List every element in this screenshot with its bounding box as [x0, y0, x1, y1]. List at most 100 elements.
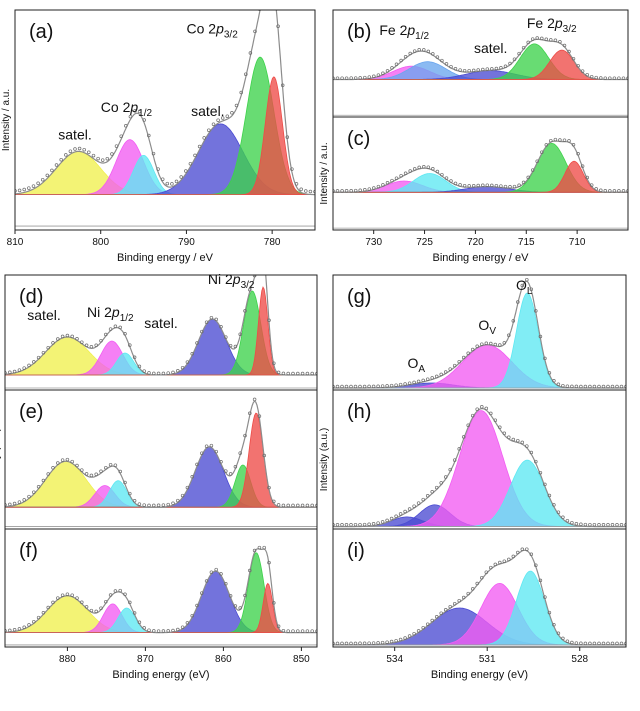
data-point	[41, 478, 46, 483]
data-point	[36, 485, 41, 489]
annotation: satel.	[58, 127, 91, 143]
data-point	[128, 491, 132, 496]
plot-area-b	[333, 36, 628, 116]
data-point	[412, 504, 416, 508]
data-point	[394, 176, 399, 180]
data-point	[512, 57, 517, 61]
data-point	[489, 565, 493, 570]
data-point	[214, 317, 218, 322]
data-point	[152, 503, 156, 508]
data-point	[180, 365, 185, 370]
panel-a: 810 800 790 780 Binding energy / eV Intensity…	[1, 9, 316, 264]
data-point	[543, 595, 547, 599]
data-point	[565, 639, 570, 643]
plot-area-c	[333, 137, 628, 229]
data-point	[51, 466, 55, 470]
data-point	[272, 499, 276, 504]
data-point	[516, 300, 520, 304]
data-point	[547, 610, 552, 615]
data-point	[430, 618, 434, 623]
data-point	[310, 371, 314, 376]
data-point	[403, 636, 407, 640]
annotation-text: Ni 2	[87, 304, 112, 320]
data-point	[376, 73, 381, 77]
data-point	[335, 523, 340, 527]
annotation: satel.	[191, 103, 224, 119]
data-point	[562, 43, 567, 48]
data-point	[51, 600, 55, 605]
data-point	[353, 76, 358, 80]
data-point	[291, 503, 295, 508]
data-point	[574, 384, 579, 389]
data-point	[621, 76, 626, 80]
panel-e: Intensity (a.u.) (e)	[0, 389, 318, 530]
data-point	[376, 641, 380, 645]
data-point	[32, 360, 36, 364]
data-point	[118, 469, 122, 474]
data-point	[511, 437, 516, 442]
data-point	[209, 570, 214, 574]
data-point	[421, 497, 425, 502]
data-point	[358, 76, 362, 80]
envelope-f	[5, 548, 317, 634]
data-point	[394, 514, 398, 519]
data-point	[610, 384, 615, 389]
data-point	[358, 522, 362, 527]
data-point	[362, 641, 367, 646]
plot-area-e	[5, 397, 317, 527]
data-point	[137, 502, 142, 506]
data-point	[389, 639, 394, 644]
data-point	[56, 461, 60, 465]
data-point	[248, 568, 252, 573]
data-point	[73, 147, 77, 151]
annotation-text: O	[407, 355, 418, 371]
data-point	[403, 509, 407, 514]
annotation-subscript: 3/2	[563, 24, 577, 35]
data-point	[133, 109, 137, 113]
data-point	[200, 451, 204, 455]
data-point	[376, 384, 380, 389]
data-point	[561, 383, 565, 388]
annotation: satel.	[27, 307, 60, 323]
data-point	[556, 510, 561, 514]
x-axis-label-c: Binding energy / eV	[432, 252, 529, 264]
data-point	[124, 124, 128, 128]
data-point	[276, 370, 281, 375]
data-point	[570, 520, 574, 525]
data-point	[257, 545, 262, 550]
panel-label-d: (d)	[19, 286, 43, 308]
plot-area-h	[333, 405, 626, 528]
data-point	[285, 135, 290, 139]
data-point	[128, 600, 132, 605]
data-point	[538, 578, 543, 583]
data-point	[381, 71, 385, 76]
data-point	[574, 641, 579, 645]
data-point	[5, 503, 7, 507]
data-point	[498, 425, 502, 430]
data-point	[353, 641, 358, 646]
data-point	[267, 560, 271, 565]
data-point	[56, 596, 60, 600]
data-point	[82, 147, 86, 152]
data-point	[394, 638, 398, 643]
data-point	[521, 180, 526, 185]
data-point	[481, 67, 485, 72]
data-point	[412, 49, 417, 53]
data-point	[493, 562, 498, 567]
data-point	[220, 116, 225, 120]
data-point	[75, 596, 79, 600]
data-point	[372, 186, 376, 190]
data-point	[439, 481, 443, 485]
data-point	[160, 177, 165, 181]
data-point	[276, 624, 281, 629]
x-tick-label: 880	[59, 654, 76, 665]
data-point	[185, 485, 190, 490]
plot-area-d	[5, 275, 317, 389]
annotation-text: O	[516, 277, 527, 293]
data-point	[421, 378, 425, 383]
data-point	[507, 557, 511, 562]
data-point	[538, 470, 543, 475]
data-point	[207, 128, 211, 132]
annotation-orbital: p	[215, 21, 224, 37]
data-point	[272, 601, 276, 605]
